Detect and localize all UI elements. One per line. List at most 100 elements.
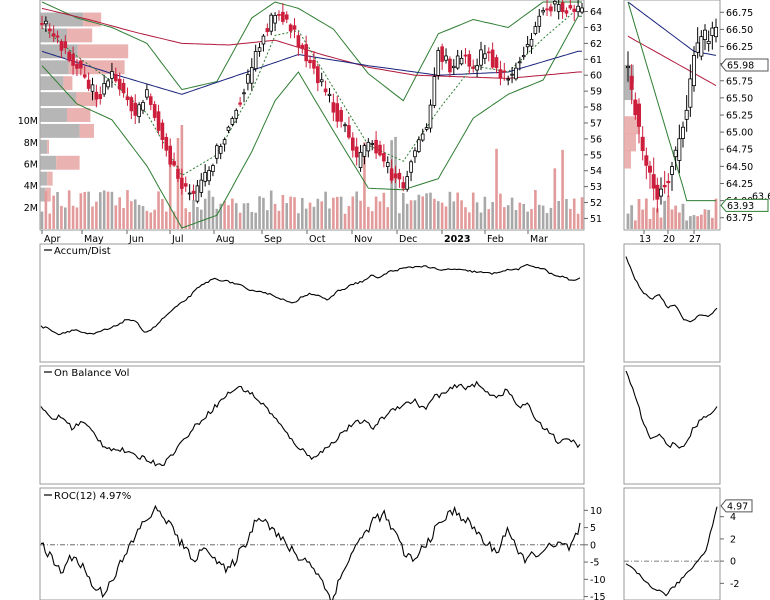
volume-bar bbox=[289, 196, 292, 229]
candle-body bbox=[560, 2, 565, 13]
volume-bar bbox=[44, 191, 48, 229]
volume-bar bbox=[161, 198, 164, 229]
candle-body bbox=[448, 58, 452, 73]
candle-body bbox=[156, 111, 161, 131]
zoom-price-axis-label: 65.50 bbox=[726, 93, 753, 104]
candle-body bbox=[549, 6, 553, 12]
volume-by-price-down-bar bbox=[77, 44, 129, 59]
zoom-volume-bar bbox=[659, 217, 663, 229]
candle-body bbox=[300, 44, 305, 49]
volume-bar bbox=[370, 211, 374, 229]
month-axis-label: Sep bbox=[264, 234, 282, 245]
candle-body bbox=[440, 46, 444, 62]
volume-bar bbox=[207, 190, 211, 229]
candle-body bbox=[160, 122, 165, 140]
candle-body bbox=[121, 82, 126, 94]
volume-bar bbox=[569, 208, 572, 229]
volume-axis-label: 6M bbox=[24, 160, 38, 171]
zoom-candle-body bbox=[640, 136, 645, 152]
zoom-price-layer bbox=[624, 1, 719, 229]
obv-panel bbox=[39, 365, 585, 485]
month-axis-label: Nov bbox=[354, 234, 373, 245]
zoom-price-axis-label: 64.50 bbox=[726, 162, 753, 173]
candle-body bbox=[67, 51, 71, 61]
candle-body bbox=[514, 67, 518, 80]
zoom-candle-body bbox=[681, 126, 686, 139]
volume-bar bbox=[60, 205, 63, 229]
candle-body bbox=[94, 91, 99, 100]
zoom-last-price-label: 65.98 bbox=[727, 61, 754, 72]
candle-body bbox=[413, 150, 417, 158]
volume-bar bbox=[382, 192, 386, 229]
volume-bar bbox=[87, 191, 90, 229]
volume-bar bbox=[413, 200, 417, 229]
volume-by-price-up-bar bbox=[40, 139, 48, 154]
volume-bar bbox=[273, 203, 277, 229]
volume-bar bbox=[522, 204, 526, 229]
candle-body bbox=[40, 23, 44, 25]
zoom-volume-by-price-bar bbox=[624, 150, 631, 169]
volume-bar bbox=[433, 198, 436, 229]
roc-zoom-axis-label: 4 bbox=[730, 512, 736, 523]
candle-body bbox=[215, 145, 219, 159]
accum-dist-zoom-line bbox=[625, 256, 718, 323]
volume-bar bbox=[444, 206, 448, 229]
volume-bar bbox=[386, 207, 390, 229]
volume-bar bbox=[219, 203, 223, 229]
candle-body bbox=[331, 102, 336, 113]
candle-body bbox=[502, 70, 507, 73]
volume-bar bbox=[114, 205, 118, 229]
volume-bar bbox=[471, 192, 475, 229]
moving-averages-layer bbox=[41, 7, 582, 177]
candle-body bbox=[277, 14, 281, 16]
month-axis-label: Jun bbox=[128, 234, 144, 245]
volume-bar bbox=[464, 207, 467, 229]
volume-by-price-up-bar bbox=[40, 12, 84, 27]
volume-bar bbox=[118, 197, 121, 229]
candle-body bbox=[428, 104, 433, 129]
volume-bar bbox=[335, 196, 339, 229]
volume-bar bbox=[231, 198, 234, 229]
volume-bar bbox=[110, 191, 114, 229]
volume-bar bbox=[40, 211, 44, 229]
volume-bar bbox=[363, 142, 366, 229]
obv-title: On Balance Vol bbox=[54, 368, 129, 379]
zoom-volume-bar bbox=[663, 200, 667, 229]
volume-bar bbox=[254, 212, 257, 229]
volume-bar bbox=[378, 201, 382, 229]
candle-body bbox=[463, 54, 468, 57]
roc-panel bbox=[39, 487, 585, 600]
volume-bar bbox=[580, 197, 584, 229]
zoom-volume-bar bbox=[674, 205, 678, 229]
volume-bar bbox=[308, 202, 312, 229]
month-axis-label: Mar bbox=[530, 234, 548, 245]
candle-body bbox=[490, 49, 495, 68]
zoom-candle-body bbox=[699, 36, 704, 57]
zoom-volume-by-price-bar bbox=[624, 82, 633, 101]
candle-body bbox=[444, 55, 448, 61]
volume-bar bbox=[332, 197, 335, 229]
roc-axis-label: -10 bbox=[590, 575, 606, 586]
candle-body bbox=[44, 20, 48, 25]
candle-body bbox=[533, 26, 538, 34]
volume-bar bbox=[176, 138, 180, 229]
volume-bar bbox=[421, 196, 425, 229]
candle-body bbox=[172, 161, 176, 166]
candle-body bbox=[432, 76, 437, 106]
zoom-volume-bar bbox=[633, 220, 637, 229]
candle-body bbox=[110, 71, 114, 79]
volume-by-price-up-bar bbox=[40, 92, 76, 107]
candle-body bbox=[568, 5, 573, 9]
volume-bar bbox=[409, 200, 413, 229]
volume-bar bbox=[83, 191, 87, 229]
volume-bar bbox=[312, 206, 316, 229]
volume-bar bbox=[141, 206, 145, 229]
volume-bar bbox=[79, 193, 83, 229]
accum-dist-panel bbox=[39, 243, 585, 363]
volume-bar bbox=[510, 197, 514, 229]
zoom-volume-bar bbox=[685, 220, 689, 229]
roc-line bbox=[40, 504, 581, 600]
candle-body bbox=[273, 15, 277, 24]
candle-body bbox=[451, 65, 456, 69]
